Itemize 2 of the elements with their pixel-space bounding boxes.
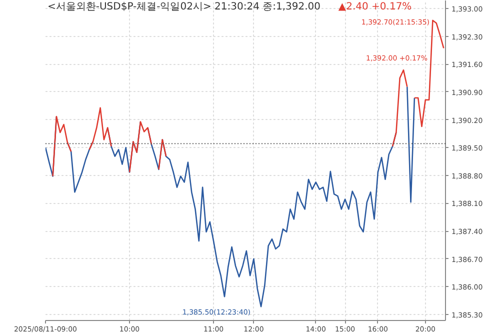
chart-title: <서울외환-USD$P-체결-익일02시> 21:30:24 종:1,392.00 xyxy=(48,2,321,12)
chart-subtitle: ▲2.40 +0.17% xyxy=(338,2,412,12)
